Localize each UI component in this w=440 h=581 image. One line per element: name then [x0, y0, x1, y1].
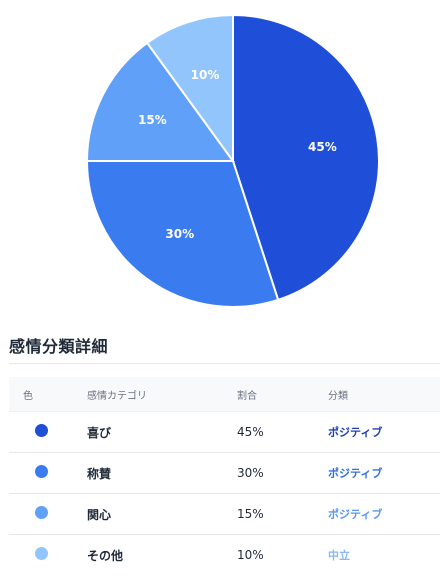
slice-percent-label: 45% — [308, 140, 337, 154]
table-row: 喜び 45% ポジティブ — [9, 412, 440, 453]
ratio-cell: 30% — [237, 466, 264, 480]
pie-chart: 45% 30% 15% 10% — [85, 13, 380, 308]
table-row: その他 10% 中立 — [9, 535, 440, 575]
title-divider — [9, 363, 440, 364]
table-row: 関心 15% ポジティブ — [9, 494, 440, 535]
pie-slice — [232, 13, 380, 302]
header-classification: 分類 — [328, 390, 348, 402]
slice-percent-label: 15% — [138, 113, 167, 127]
slice-percent-label: 10% — [191, 68, 220, 82]
section-title: 感情分類詳細 — [9, 337, 109, 356]
classification-cell: ポジティブ — [328, 508, 383, 521]
pie-chart-svg: 45% 30% 15% 10% — [85, 13, 380, 308]
header-ratio: 割合 — [237, 390, 257, 402]
pie-slice — [145, 13, 234, 165]
pie-slice — [85, 160, 280, 308]
ratio-cell: 45% — [237, 425, 264, 439]
detail-table: 色 感情カテゴリ 割合 分類 喜び 45% ポジティブ 称賛 30% ポジティブ… — [9, 377, 440, 575]
color-dot — [35, 424, 48, 437]
table-row: 称賛 30% ポジティブ — [9, 453, 440, 494]
classification-cell: 中立 — [328, 549, 350, 562]
header-color: 色 — [23, 390, 33, 402]
category-cell: 喜び — [87, 425, 112, 440]
slice-percent-label: 30% — [165, 227, 194, 241]
color-dot — [35, 547, 48, 560]
table-header: 色 感情カテゴリ 割合 分類 — [9, 377, 440, 412]
classification-cell: ポジティブ — [328, 467, 383, 480]
ratio-cell: 10% — [237, 548, 264, 562]
color-dot — [35, 506, 48, 519]
category-cell: 称賛 — [87, 466, 112, 481]
category-cell: その他 — [87, 548, 124, 563]
color-dot — [35, 465, 48, 478]
classification-cell: ポジティブ — [328, 426, 383, 439]
category-cell: 関心 — [87, 507, 112, 522]
ratio-cell: 15% — [237, 507, 264, 521]
header-category: 感情カテゴリ — [87, 390, 147, 402]
pie-slice — [85, 41, 235, 162]
